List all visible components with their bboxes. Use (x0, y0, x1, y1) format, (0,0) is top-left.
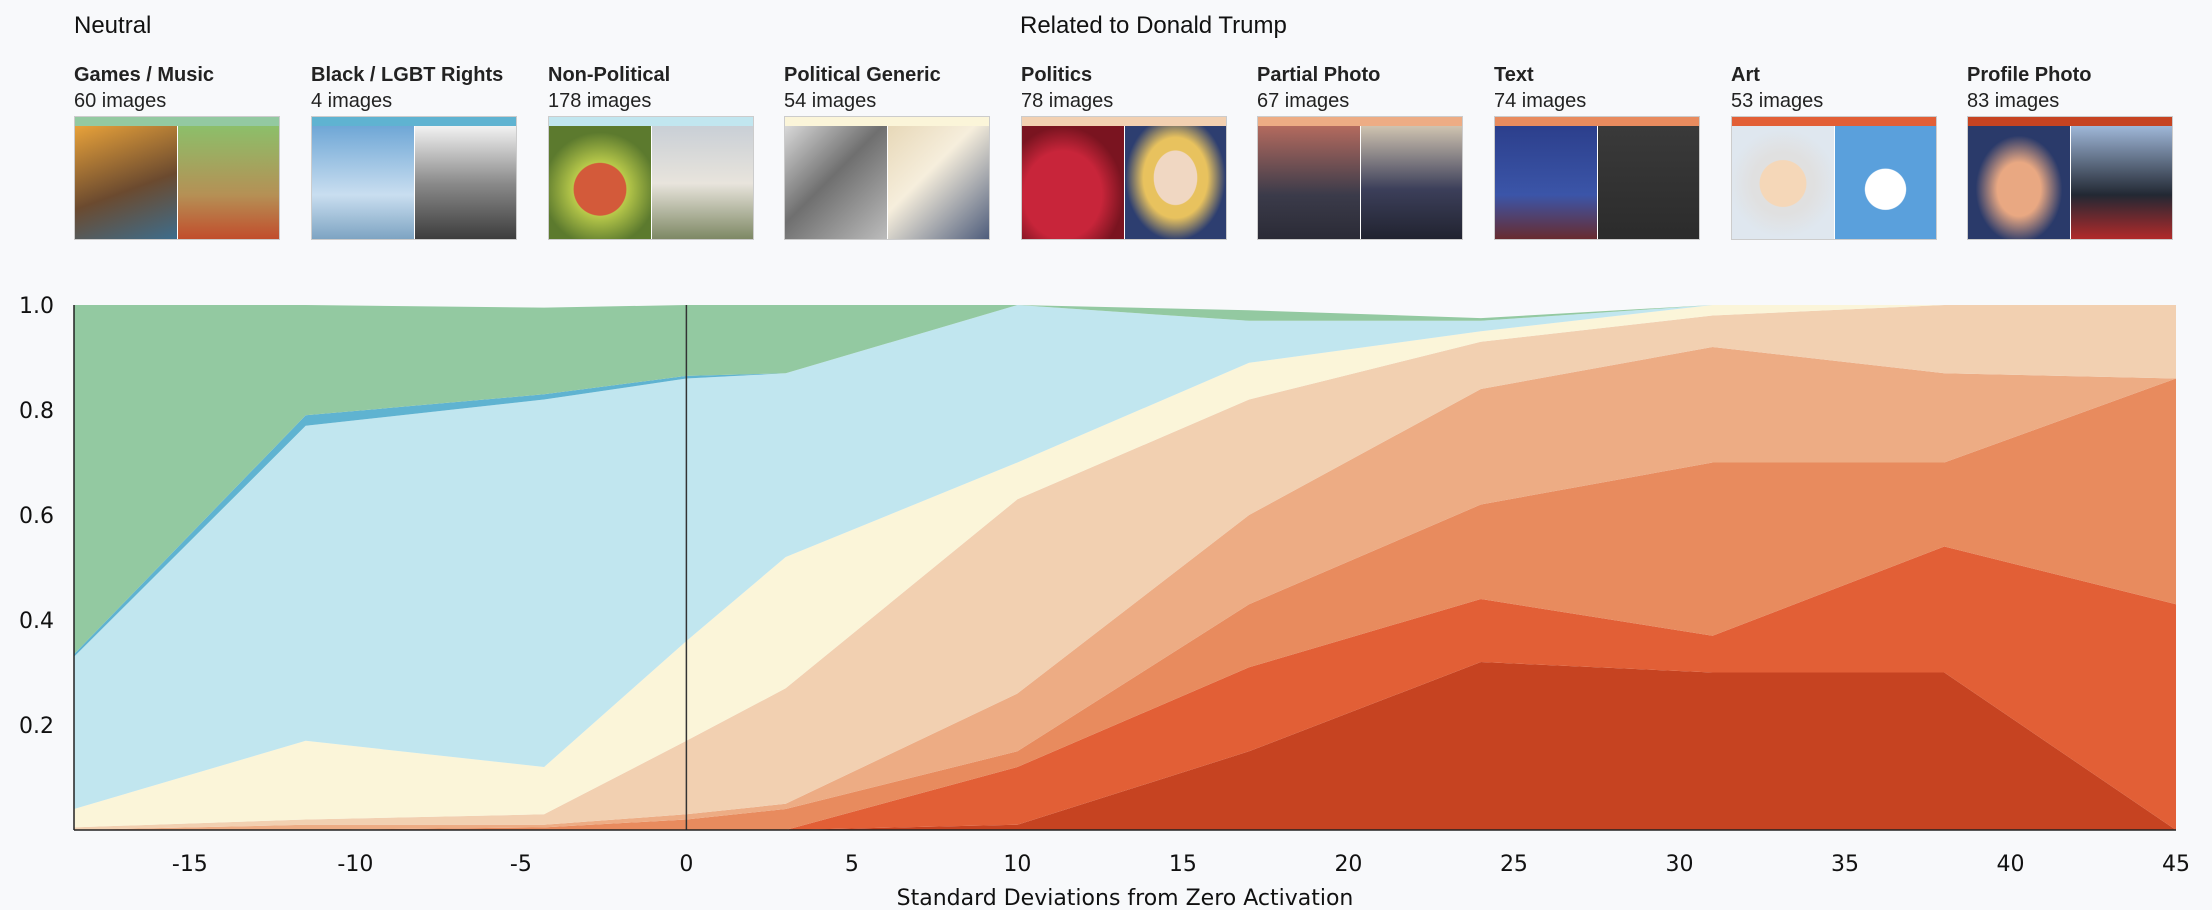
category-count: 83 images (1967, 90, 2060, 112)
woman-portrait-photo (1123, 126, 1226, 239)
category-name: Non-Political (548, 64, 671, 86)
trump-related-heading: Related to Donald Trump (1020, 12, 1287, 39)
trump-speaking-photo (2069, 126, 2172, 239)
category-count: 78 images (1021, 90, 1114, 112)
x-tick-label: -5 (510, 852, 532, 877)
apple-photo (549, 126, 651, 239)
game-landscape-photo (176, 126, 279, 239)
category-count: 4 images (311, 90, 393, 112)
x-axis-title: Standard Deviations from Zero Activation (897, 886, 1354, 910)
civil-rights-speech-photo (413, 126, 516, 239)
x-tick-label: 10 (1003, 852, 1031, 877)
category-color-strip (1022, 117, 1226, 126)
category-color-strip (1258, 117, 1462, 126)
area-text (74, 378, 2176, 830)
trump-caricature-art (1732, 126, 1834, 239)
y-tick-label: 0.8 (19, 399, 54, 424)
x-tick-label: 20 (1334, 852, 1362, 877)
y-tick-label: 0.4 (19, 609, 54, 634)
x-tick-label: 35 (1831, 852, 1859, 877)
x-tick-label: 25 (1500, 852, 1528, 877)
category-count: 67 images (1257, 90, 1350, 112)
group-photo (1258, 126, 1360, 239)
category-art: Art 53 images (1731, 62, 1941, 240)
category-politics: Politics 78 images (1021, 62, 1231, 240)
thumbnail-frame (1021, 116, 1227, 240)
thumbnail-frame (1967, 116, 2173, 240)
thumbnail-frame (784, 116, 990, 240)
area-profile-photo (74, 662, 2176, 830)
category-count: 74 images (1494, 90, 1587, 112)
category-count: 54 images (784, 90, 877, 112)
category-non-political: Non-Political 178 images (548, 62, 758, 240)
category-name: Black / LGBT Rights (311, 64, 504, 86)
area-non-political (74, 305, 2176, 809)
x-tick-label: 40 (1996, 852, 2024, 877)
category-color-strip (785, 117, 989, 126)
thumbnail-frame (1731, 116, 1937, 240)
thumbnail-frame (1494, 116, 1700, 240)
thumbnail-frame (311, 116, 517, 240)
rainbow-flag-photo (312, 126, 414, 239)
neutral-heading: Neutral (74, 12, 152, 39)
twitter-bird-art (1833, 126, 1936, 239)
category-name: Text (1494, 64, 1534, 86)
category-partial-photo: Partial Photo 67 images (1257, 62, 1467, 240)
y-tick-label: 1.0 (19, 294, 54, 319)
x-tick-label: 0 (679, 852, 693, 877)
category-name: Art (1731, 64, 1760, 86)
category-color-strip (1495, 117, 1699, 126)
thumbnail-frame (74, 116, 280, 240)
maga-hat-photo (1022, 126, 1124, 239)
category-text: Text 74 images (1494, 62, 1704, 240)
y-tick-label: 0.2 (19, 714, 54, 739)
flag-sunburst-photo (886, 126, 989, 239)
area-political-generic (74, 305, 2176, 828)
trump-portrait-photo (1968, 126, 2070, 239)
category-name: Politics (1021, 64, 1093, 86)
area-politics (74, 305, 2176, 830)
category-color-strip (1968, 117, 2172, 126)
handshake-photo (1359, 126, 1462, 239)
category-count: 60 images (74, 90, 167, 112)
category-name: Partial Photo (1257, 64, 1381, 86)
category-color-strip (549, 117, 753, 126)
category-color-strip (1732, 117, 1936, 126)
alpaca-photo (650, 126, 753, 239)
area-partial-photo (74, 347, 2176, 830)
area-games-music (74, 305, 2176, 655)
category-games-music: Games / Music 60 images (74, 62, 284, 240)
category-color-strip (75, 117, 279, 126)
x-tick-label: -15 (172, 852, 208, 877)
fortnite-characters-photo (75, 126, 177, 239)
category-name: Games / Music (74, 64, 215, 86)
category-black-lgbt-rights: Black / LGBT Rights 4 images (311, 62, 521, 240)
trump-pence-sign-photo (1495, 126, 1597, 239)
y-tick-label: 0.6 (19, 504, 54, 529)
category-name: Political Generic (784, 64, 941, 86)
x-tick-label: 15 (1169, 852, 1197, 877)
x-tick-label: 30 (1665, 852, 1693, 877)
area-layers (74, 305, 2176, 830)
x-tick-label: 45 (2162, 852, 2190, 877)
category-profile-photo: Profile Photo 83 images (1967, 62, 2177, 240)
x-tick-label: -10 (337, 852, 373, 877)
thumbnail-frame (548, 116, 754, 240)
thumbnail-frame (1257, 116, 1463, 240)
x-tick-label: 5 (845, 852, 859, 877)
trump-shirt-photo (1596, 126, 1699, 239)
category-color-strip (312, 117, 516, 126)
category-name: Profile Photo (1967, 64, 2092, 86)
area-art (74, 546, 2176, 830)
warplanes-photo (785, 126, 887, 239)
category-count: 53 images (1731, 90, 1824, 112)
category-political-generic: Political Generic 54 images (784, 62, 994, 240)
category-count: 178 images (548, 90, 652, 112)
